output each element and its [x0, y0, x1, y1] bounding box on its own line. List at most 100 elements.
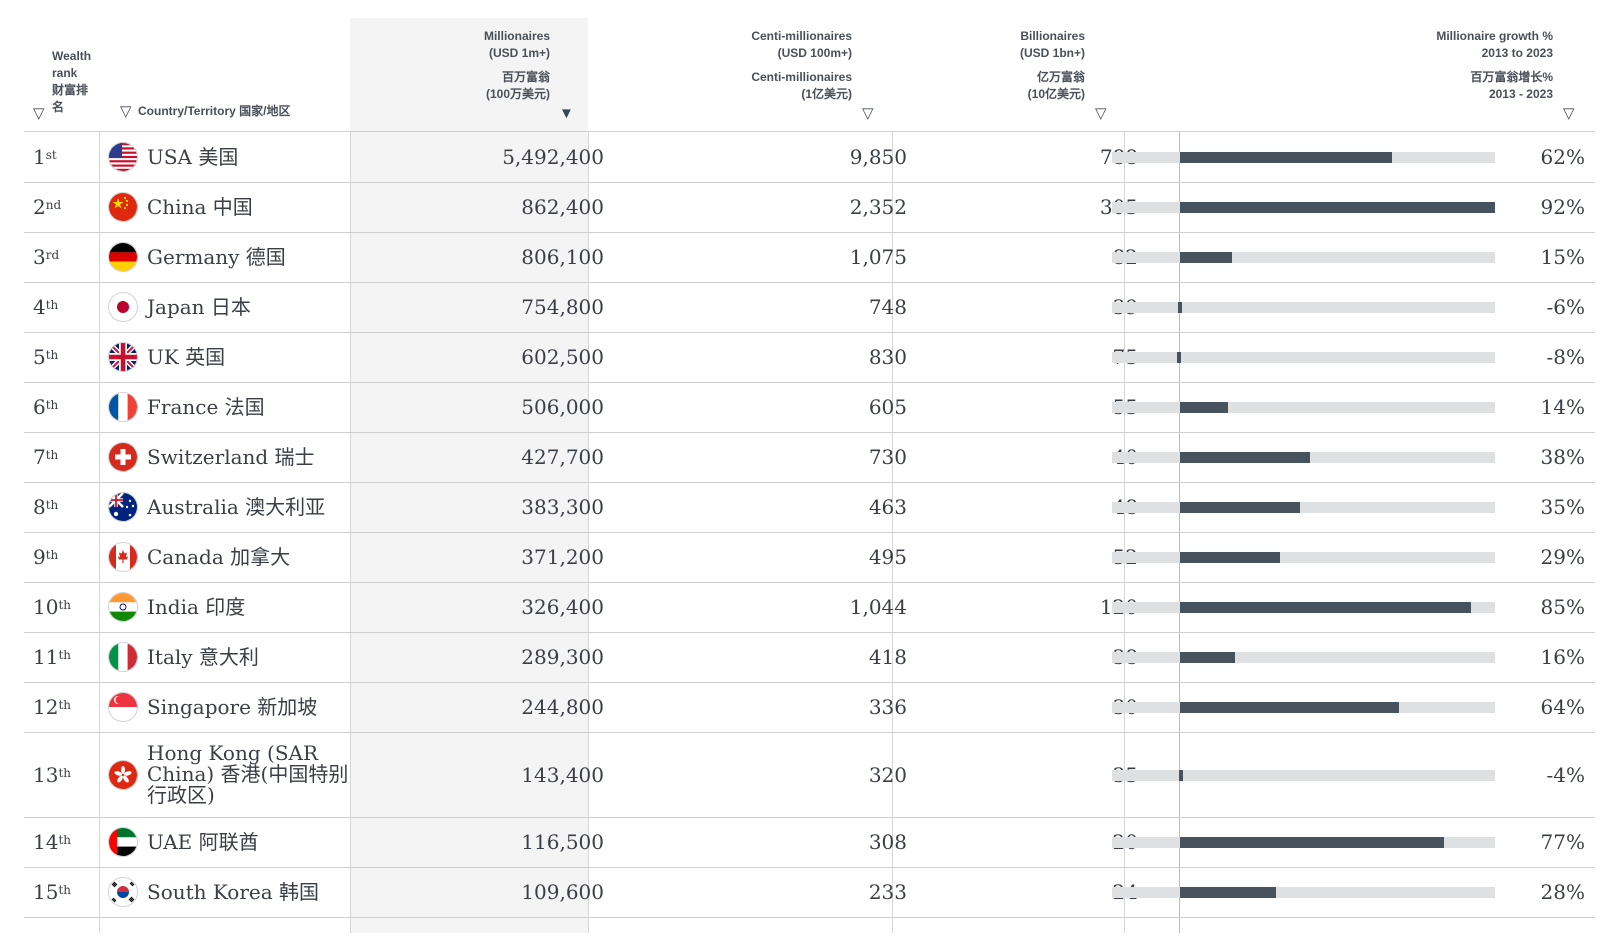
growth-sort-icon[interactable]: ▽	[1563, 105, 1575, 122]
centi-millionaires-cell: 495	[868, 545, 907, 569]
rank-suffix: th	[58, 698, 72, 712]
table-row[interactable]: 7th Switzerland 瑞士 427,700 730 40 38%	[24, 432, 1595, 482]
table-row[interactable]: 5th UK 英国 602,500 830 75 -8%	[24, 332, 1595, 382]
billionaires-cell: 20	[924, 817, 1138, 867]
rank-number: 8	[33, 495, 46, 519]
millionaires-cell: 427,700	[521, 445, 604, 469]
centi-sort-icon[interactable]: ▽	[862, 105, 874, 122]
switzerland-flag-icon	[108, 442, 138, 472]
billionaires-header-line: Billionaires	[1020, 29, 1085, 43]
millionaires-header-line: 百万富翁	[501, 70, 550, 84]
rank-number: 6	[33, 395, 46, 419]
country-name: Singapore 新加坡	[147, 694, 318, 719]
rank-suffix: nd	[45, 198, 62, 212]
growth-bar	[1180, 887, 1277, 898]
rank-number: 15	[33, 880, 59, 904]
growth-bar	[1177, 352, 1182, 363]
centi-millionaires-cell: 730	[868, 445, 907, 469]
growth-label: 14%	[1540, 395, 1585, 419]
table-row[interactable]: 2nd China 中国 862,400 2,352 305 92%	[24, 182, 1595, 232]
growth-header-line: 百万富翁增长%	[1470, 70, 1553, 84]
country-name: South Korea 韩国	[147, 879, 320, 904]
japan-flag-icon	[108, 292, 138, 322]
table-row[interactable]: 8th Australia 澳大利亚 383,300 463 48 35%	[24, 482, 1595, 532]
country-name: China 中国	[147, 194, 253, 219]
billionaires-sort-icon[interactable]: ▽	[1095, 105, 1107, 122]
growth-label: 35%	[1540, 495, 1585, 519]
usa-flag-icon	[108, 142, 138, 172]
country-name: Australia 澳大利亚	[147, 494, 326, 519]
rank-number: 2	[33, 195, 46, 219]
rank-number: 12	[33, 695, 59, 719]
centi-header-line: Centi-millionaires	[751, 29, 852, 43]
millionaires-cell: 143,400	[521, 762, 604, 787]
rank-header-line: rank	[52, 66, 78, 80]
table-row[interactable]: 1st USA 美国 5,492,400 9,850 788 62%	[24, 132, 1595, 182]
country-sort-icon[interactable]: ▽	[120, 103, 132, 120]
rank-number: 4	[33, 295, 46, 319]
rank-header-line: Wealth	[52, 49, 92, 63]
millionaires-cell: 754,800	[521, 295, 604, 319]
growth-bar-track	[1112, 552, 1495, 563]
growth-header[interactable]: Millionaire growth % 2013 to 2023 百万富翁增长…	[1380, 28, 1553, 103]
millionaires-header-line: (USD 1m+)	[488, 46, 550, 60]
growth-bar-track	[1112, 652, 1495, 663]
uk-flag-icon	[108, 342, 138, 372]
growth-label: 64%	[1540, 695, 1585, 719]
centi-millionaires-header[interactable]: Centi-millionaires (USD 100m+) Centi-mil…	[690, 28, 852, 103]
rank-suffix: th	[58, 883, 72, 897]
country-cell: USA 美国	[108, 132, 353, 182]
row-divider	[24, 867, 1595, 868]
rank-header[interactable]: Wealth rank 财富排 名	[52, 48, 112, 116]
country-cell: South Korea 韩国	[108, 867, 353, 917]
header-divider	[24, 131, 1595, 132]
growth-bar	[1180, 502, 1301, 513]
rank-number: 13	[33, 762, 59, 787]
table-row[interactable]: 4th Japan 日本 754,800 748 39 -6%	[24, 282, 1595, 332]
row-divider	[24, 817, 1595, 818]
table-row[interactable]: 6th France 法国 506,000 605 55 14%	[24, 382, 1595, 432]
country-name: France 法国	[147, 394, 265, 419]
centi-millionaires-cell: 308	[868, 830, 907, 854]
billionaires-cell: 55	[924, 382, 1138, 432]
rank-sort-icon[interactable]: ▽	[33, 105, 45, 122]
table-row[interactable]: 9th Canada 加拿大 371,200 495 52 29%	[24, 532, 1595, 582]
china-flag-icon	[108, 192, 138, 222]
growth-header-line: 2013 - 2023	[1488, 87, 1553, 101]
growth-bar	[1180, 202, 1495, 213]
growth-bar	[1180, 837, 1444, 848]
country-name: Japan 日本	[147, 294, 251, 319]
growth-label: 62%	[1540, 145, 1585, 169]
millionaires-sort-icon[interactable]: ▼	[559, 105, 574, 122]
country-cell: Japan 日本	[108, 282, 353, 332]
country-header[interactable]: Country/Territory 国家/地区	[138, 104, 291, 118]
growth-bar	[1180, 652, 1236, 663]
country-cell: India 印度	[108, 582, 353, 632]
growth-label: 16%	[1540, 645, 1585, 669]
millionaires-header[interactable]: Millionaires (USD 1m+) 百万富翁 (100万美元)	[400, 28, 550, 103]
rank-suffix: th	[58, 765, 72, 780]
italy-flag-icon	[108, 642, 138, 672]
rank-suffix: th	[45, 498, 59, 512]
canada-flag-icon	[108, 542, 138, 572]
centi-millionaires-cell: 748	[868, 295, 907, 319]
country-name: USA 美国	[147, 144, 239, 169]
row-divider	[24, 432, 1595, 433]
row-divider	[24, 532, 1595, 533]
billionaires-header[interactable]: Billionaires (USD 1bn+) 亿万富翁 (10亿美元)	[950, 28, 1085, 103]
rank-suffix: th	[45, 448, 59, 462]
millionaires-cell: 5,492,400	[502, 145, 604, 169]
rank-number: 1	[33, 145, 46, 169]
growth-bar-track	[1112, 770, 1495, 781]
growth-bar	[1180, 702, 1400, 713]
country-cell: Australia 澳大利亚	[108, 482, 353, 532]
